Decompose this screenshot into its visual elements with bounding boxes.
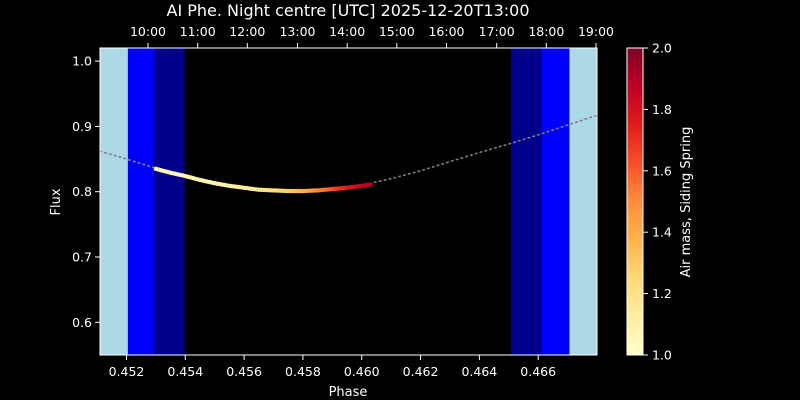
colorbar-label: Air mass, Siding Spring	[679, 127, 694, 278]
y-axis-label: Flux	[49, 188, 64, 215]
colorbar-tick-label: 2.0	[652, 41, 672, 56]
twilight-band-1	[127, 48, 155, 355]
twilight-band-0	[100, 48, 128, 355]
top-tick-label: 19:00	[578, 24, 614, 39]
x-axis-ticks: 0.452 0.454 0.456 0.458 0.460 0.462 0.464 0.466	[109, 355, 556, 379]
colorbar-tick-label: 1.4	[652, 225, 672, 240]
top-time-axis-ticks: 10:00 11:00 12:00 13:00 14:00 15:00 16:00 17:00…	[130, 24, 614, 48]
observed-point	[368, 182, 373, 187]
x-tick-label: 0.456	[226, 364, 262, 379]
y-tick-label: 0.9	[72, 119, 92, 134]
twilight-band-4	[511, 48, 542, 355]
colorbar-tick-label: 1.0	[652, 348, 672, 363]
top-tick-label: 15:00	[379, 24, 415, 39]
x-tick-label: 0.460	[344, 364, 380, 379]
colorbar	[626, 47, 644, 356]
top-tick-label: 12:00	[229, 24, 265, 39]
twilight-band-2	[154, 48, 185, 355]
colorbar-tick-label: 1.8	[652, 102, 672, 117]
top-tick-label: 17:00	[479, 24, 515, 39]
y-tick-label: 0.7	[72, 250, 92, 265]
plot-frame	[99, 47, 598, 356]
observed-points	[153, 166, 373, 194]
y-tick-label: 0.8	[72, 184, 92, 199]
twilight-band-3	[184, 48, 512, 355]
y-tick-label: 0.6	[72, 315, 92, 330]
twilight-bands	[100, 48, 597, 355]
top-tick-label: 10:00	[130, 24, 166, 39]
colorbar-ticks: 1.0 1.2 1.4 1.6 1.8 2.0	[643, 41, 672, 363]
x-tick-label: 0.462	[403, 364, 439, 379]
colorbar-tick-label: 1.2	[652, 286, 672, 301]
top-tick-label: 11:00	[180, 24, 216, 39]
top-tick-label: 14:00	[329, 24, 365, 39]
top-tick-label: 18:00	[528, 24, 564, 39]
top-tick-label: 13:00	[279, 24, 315, 39]
twilight-band-5	[541, 48, 570, 355]
x-tick-label: 0.454	[167, 364, 203, 379]
x-tick-label: 0.452	[109, 364, 145, 379]
y-tick-label: 1.0	[72, 54, 92, 69]
top-tick-label: 16:00	[428, 24, 464, 39]
colorbar-tick-label: 1.6	[652, 163, 672, 178]
twilight-band-6	[569, 48, 597, 355]
y-axis-ticks: 0.6 0.7 0.8 0.9 1.0	[72, 54, 100, 330]
x-tick-label: 0.458	[285, 364, 321, 379]
chart-title: AI Phe. Night centre [UTC] 2025-12-20T13…	[167, 1, 530, 20]
x-axis-label: Phase	[329, 385, 368, 400]
x-tick-label: 0.466	[520, 364, 556, 379]
x-tick-label: 0.464	[461, 364, 497, 379]
